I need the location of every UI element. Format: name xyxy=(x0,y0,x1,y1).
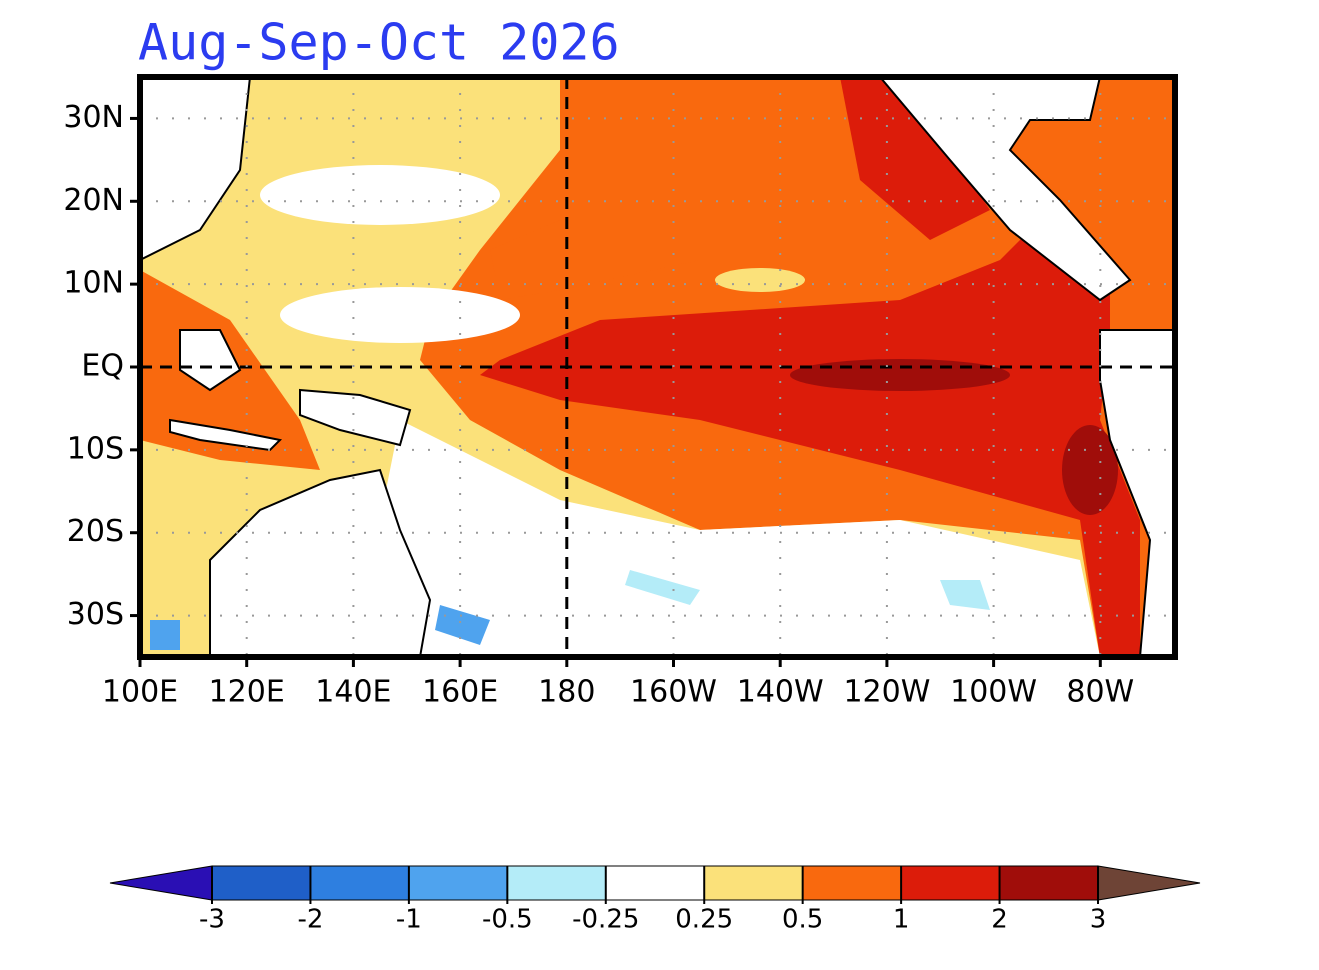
colorbar-segment xyxy=(802,865,902,901)
colorbar-segment xyxy=(900,865,1001,901)
lat-tick-label: 10N xyxy=(63,266,124,301)
map-frame xyxy=(137,74,1178,660)
lon-tick-label: 140E xyxy=(315,675,391,710)
colorbar-segment xyxy=(999,865,1099,901)
colorbar-label: -3 xyxy=(199,905,225,935)
lat-tick-label: 30S xyxy=(67,597,124,632)
colorbar-segment xyxy=(309,865,410,901)
axes: 30N 20N 10N EQ 10S 20S 30S 100E 120E 140E 160E 180 1… xyxy=(63,77,1175,710)
colorbar-extend-low xyxy=(109,865,213,901)
colorbar-label: -0.25 xyxy=(572,905,639,935)
map-title: Aug-Sep-Oct 2026 xyxy=(138,14,620,72)
colorbar-label: -0.5 xyxy=(482,905,533,935)
lat-tick-label: EQ xyxy=(81,349,124,384)
lon-tick-label: 120W xyxy=(843,675,930,710)
colorbar-segment xyxy=(408,865,508,901)
colorbar-label: -1 xyxy=(396,905,422,935)
lon-tick-label: 100E xyxy=(102,675,178,710)
lon-tick-label: 120E xyxy=(209,675,285,710)
colorbar: -3 -2 -1 -0.5 -0.25 0.25 0.5 1 2 3 xyxy=(109,865,1201,935)
lon-tick-label: 100W xyxy=(950,675,1037,710)
sst-field xyxy=(140,77,1175,657)
lat-tick-label: 30N xyxy=(63,100,124,135)
lon-tick-label: 180 xyxy=(538,675,595,710)
colorbar-label: 1 xyxy=(893,905,910,935)
colorbar-label: 0.5 xyxy=(782,905,823,935)
colorbar-segment xyxy=(506,865,607,901)
lat-tick-label: 10S xyxy=(67,431,124,466)
lon-tick-label: 80W xyxy=(1066,675,1134,710)
lat-tick-label: 20S xyxy=(67,514,124,549)
lon-tick-label: 160W xyxy=(630,675,717,710)
colorbar-segment xyxy=(605,865,705,901)
colorbar-segment xyxy=(703,865,804,901)
colorbar-label: 0.25 xyxy=(675,905,733,935)
colorbar-label: 2 xyxy=(991,905,1008,935)
lon-tick-label: 140W xyxy=(737,675,824,710)
lon-tick-label: 160E xyxy=(422,675,498,710)
lat-tick-label: 20N xyxy=(63,183,124,218)
colorbar-extend-high xyxy=(1097,865,1201,901)
colorbar-label: 3 xyxy=(1090,905,1107,935)
colorbar-label: -2 xyxy=(297,905,323,935)
colorbar-segment xyxy=(211,865,311,901)
